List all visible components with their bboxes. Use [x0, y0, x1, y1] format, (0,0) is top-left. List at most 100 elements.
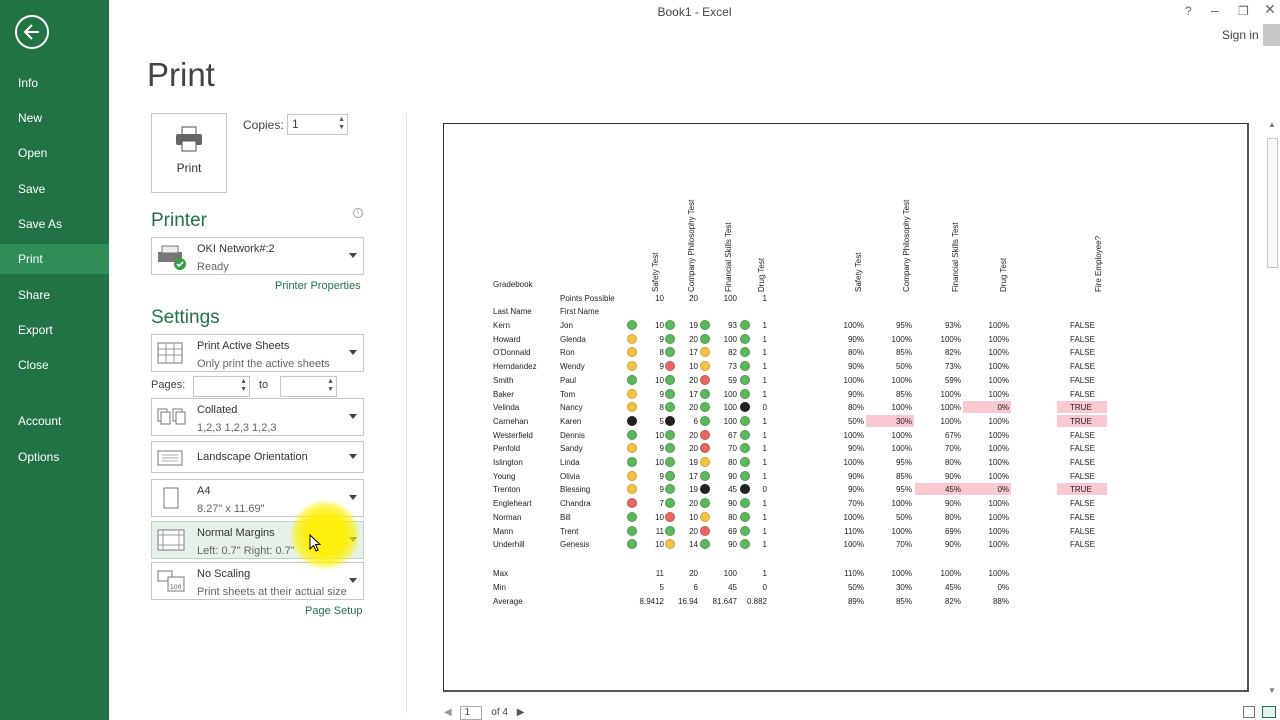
- percent-cell: 70%: [944, 444, 961, 454]
- printer-dropdown[interactable]: OKI Network#:2 Ready: [151, 237, 364, 275]
- scaling-dropdown[interactable]: 100 No Scaling Print sheets at their act…: [151, 562, 364, 600]
- sidebar-item-open[interactable]: Open: [18, 146, 48, 160]
- score-cell: 1: [762, 526, 767, 536]
- fire-employee-cell: FALSE: [1070, 362, 1095, 372]
- avatar-icon[interactable]: [1263, 24, 1280, 46]
- status-dot-icon: [627, 511, 637, 522]
- fire-employee-cell: FALSE: [1070, 512, 1095, 522]
- sidebar-item-save-as[interactable]: Save As: [18, 217, 63, 231]
- score-cell: 10: [655, 321, 664, 330]
- restore-icon[interactable]: ❐: [1238, 4, 1249, 18]
- minimize-icon[interactable]: –: [1211, 2, 1219, 18]
- status-dot-icon: [740, 388, 750, 399]
- print-button[interactable]: Print: [151, 113, 227, 193]
- print-what-dropdown[interactable]: Print Active Sheets Only print the activ…: [151, 334, 364, 372]
- score-cell: 10: [689, 512, 698, 522]
- status-dot-icon: [700, 457, 710, 467]
- scroll-up-icon[interactable]: ▲: [1268, 120, 1276, 129]
- sidebar-item-print[interactable]: Print: [0, 244, 109, 274]
- copies-input[interactable]: 1 ▲ ▼: [287, 114, 348, 135]
- first-name-cell: Ron: [560, 348, 575, 358]
- summary-percent: 100%: [891, 569, 912, 578]
- fire-employee-cell: FALSE: [1070, 348, 1095, 358]
- percent-cell: 100%: [988, 334, 1009, 344]
- sidebar-item-export[interactable]: Export: [18, 323, 53, 337]
- last-name-cell: Carnehan: [493, 416, 529, 426]
- collation-dropdown[interactable]: Collated 1,2,3 1,2,3 1,2,3: [151, 398, 364, 436]
- orientation-dropdown[interactable]: Landscape Orientation: [151, 441, 364, 473]
- prev-page-icon[interactable]: ◀: [444, 707, 452, 718]
- sidebar-item-account[interactable]: Account: [18, 414, 62, 428]
- score-cell: 0: [762, 403, 767, 413]
- sidebar-item-new[interactable]: New: [18, 111, 43, 125]
- percent-cell: 100%: [988, 430, 1009, 440]
- info-icon[interactable]: i: [353, 208, 363, 218]
- score-cell: 17: [689, 348, 698, 358]
- fire-employee-cell: FALSE: [1070, 430, 1095, 440]
- next-page-icon[interactable]: ▶: [516, 707, 525, 718]
- page-setup-link[interactable]: Page Setup: [305, 605, 363, 617]
- back-arrow-icon[interactable]: [15, 15, 49, 49]
- last-name-cell: Mann: [493, 526, 514, 536]
- pages-from-input[interactable]: ▲ ▼: [193, 376, 250, 397]
- percent-cell: 90%: [847, 334, 864, 344]
- conditional-highlight: [963, 483, 1011, 496]
- score-cell: 9: [659, 334, 664, 344]
- zoom-to-page-icon[interactable]: [1262, 706, 1276, 718]
- points-possible-label: Points Possible: [560, 294, 615, 303]
- help-icon[interactable]: ?: [1185, 4, 1192, 18]
- print-button-label: Print: [176, 161, 202, 175]
- status-dot-icon: [627, 415, 637, 426]
- test-header: Safety Test: [651, 252, 660, 292]
- copies-label: Copies:: [243, 118, 284, 132]
- score-cell: 90: [728, 499, 737, 509]
- status-dot-icon: [627, 429, 637, 440]
- fire-employee-cell: FALSE: [1070, 471, 1095, 481]
- score-cell: 10: [655, 512, 664, 522]
- fire-employee-cell: FALSE: [1070, 444, 1095, 454]
- pages-label: Pages:: [151, 379, 186, 391]
- scroll-down-icon[interactable]: ▼: [1268, 686, 1276, 695]
- sidebar-item-share[interactable]: Share: [18, 288, 51, 302]
- scroll-thumb[interactable]: [1267, 138, 1278, 268]
- status-dot-icon: [700, 470, 710, 481]
- percent-cell: 80%: [847, 348, 864, 358]
- status-dot-icon: [740, 320, 750, 330]
- sidebar-item-save[interactable]: Save: [18, 182, 46, 196]
- status-dot-icon: [700, 402, 710, 413]
- cursor-highlight: [290, 500, 360, 570]
- sidebar-item-close[interactable]: Close: [18, 358, 49, 372]
- percent-cell: 100%: [891, 430, 912, 440]
- close-window-icon[interactable]: ✕: [1264, 1, 1276, 17]
- summary-value: 1: [762, 569, 767, 578]
- percent-cell: 100%: [988, 389, 1009, 399]
- percent-cell: 100%: [988, 348, 1009, 358]
- summary-percent: 30%: [895, 583, 912, 592]
- status-dot-icon: [740, 347, 750, 358]
- last-name-cell: Herndandez: [493, 362, 537, 372]
- status-dot-icon: [740, 498, 750, 509]
- score-cell: 59: [728, 375, 737, 385]
- score-cell: 100: [723, 389, 737, 399]
- last-name-cell: Smith: [493, 375, 514, 385]
- sign-in-link[interactable]: Sign in: [1222, 28, 1259, 42]
- percent-cell: 95%: [895, 485, 912, 495]
- settings-header: Settings: [151, 307, 220, 328]
- score-cell: 67: [728, 430, 737, 440]
- status-dot-icon: [627, 388, 637, 399]
- score-cell: 14: [689, 540, 698, 550]
- sidebar-item-info[interactable]: Info: [18, 76, 39, 90]
- percent-cell: 110%: [844, 526, 864, 536]
- test-header: Financial Skills Test: [724, 222, 733, 292]
- status-dot-icon: [740, 415, 750, 426]
- fire-employee-header: Fire Employee?: [1094, 235, 1103, 292]
- sidebar-item-options[interactable]: Options: [18, 450, 60, 464]
- printer-properties-link[interactable]: Printer Properties: [275, 280, 361, 292]
- current-page-input[interactable]: 1: [460, 706, 483, 720]
- status-dot-icon: [740, 525, 750, 536]
- show-margins-icon[interactable]: [1243, 706, 1255, 718]
- pages-to-input[interactable]: ▲ ▼: [280, 376, 337, 397]
- percent-cell: 100%: [843, 540, 864, 550]
- preview-scrollbar[interactable]: ▲ ▼: [1265, 116, 1280, 696]
- first-name-cell: Dennis: [560, 430, 585, 440]
